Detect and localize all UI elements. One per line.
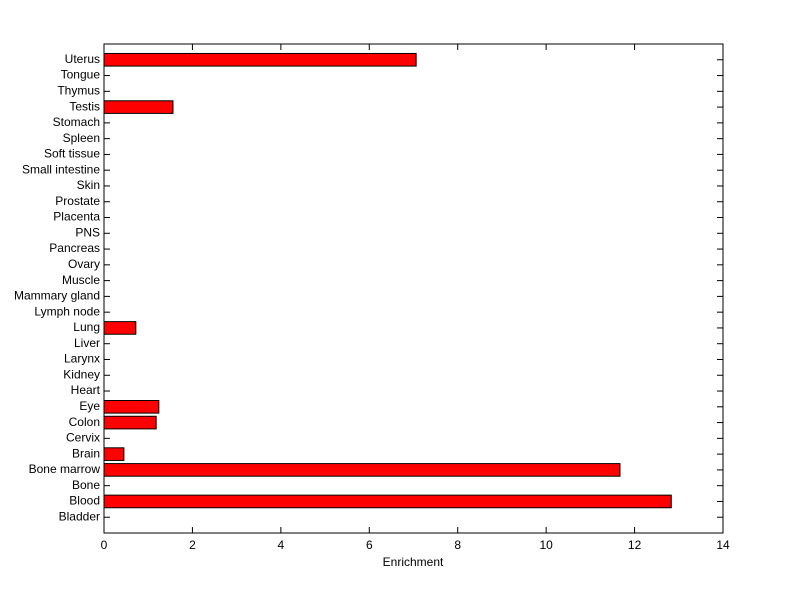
y-tick-label: Small intestine (22, 162, 100, 176)
x-tick-label: 8 (454, 538, 461, 552)
x-tick-label: 12 (628, 538, 642, 552)
y-tick-label: Tongue (61, 68, 101, 82)
y-tick-label: Blood (69, 494, 100, 508)
y-tick-label: Muscle (62, 273, 100, 287)
y-tick-label: Kidney (63, 367, 100, 381)
bar (103, 415, 157, 430)
x-tick-label: 6 (366, 538, 373, 552)
y-tick-label: Spleen (63, 131, 100, 145)
bar (103, 321, 137, 335)
y-tick-label: Lymph node (34, 304, 100, 318)
y-tick-label: Placenta (53, 210, 100, 224)
y-tick-label: Mammary gland (14, 289, 100, 303)
y-tick-label: Liver (74, 336, 100, 350)
bar (103, 463, 621, 477)
x-tick-label: 4 (278, 538, 285, 552)
bar (103, 100, 174, 114)
y-tick-label: Skin (77, 178, 100, 192)
y-tick-label: Prostate (55, 194, 100, 208)
y-tick-label: Soft tissue (44, 147, 100, 161)
y-tick-label: Lung (73, 320, 100, 334)
plot-frame (103, 43, 724, 534)
y-tick-label: Testis (69, 99, 100, 113)
y-tick-label: Ovary (68, 257, 100, 271)
y-tick-label: Bone marrow (29, 462, 101, 476)
y-tick-label: Brain (72, 446, 100, 460)
y-tick-label: Bone (72, 478, 100, 492)
bar (103, 399, 160, 414)
y-tick-label: Colon (69, 415, 100, 429)
y-tick-label: Stomach (53, 115, 100, 129)
bar (103, 494, 672, 509)
x-tick-label: 10 (539, 538, 553, 552)
y-tick-label: Heart (71, 383, 101, 397)
x-tick-label: 0 (101, 538, 108, 552)
y-tick-label: Uterus (65, 52, 100, 66)
x-axis-label: Enrichment (383, 555, 444, 569)
y-tick-label: Eye (79, 399, 100, 413)
y-tick-label: PNS (75, 225, 100, 239)
bar (103, 52, 417, 67)
y-tick-label: Bladder (59, 509, 100, 523)
y-tick-label: Larynx (64, 352, 100, 366)
y-tick-label: Thymus (57, 83, 100, 97)
x-tick-label: 14 (716, 538, 730, 552)
x-tick-label: 2 (189, 538, 196, 552)
y-tick-label: Pancreas (49, 241, 100, 255)
y-tick-label: Cervix (66, 431, 100, 445)
bar (103, 447, 125, 461)
